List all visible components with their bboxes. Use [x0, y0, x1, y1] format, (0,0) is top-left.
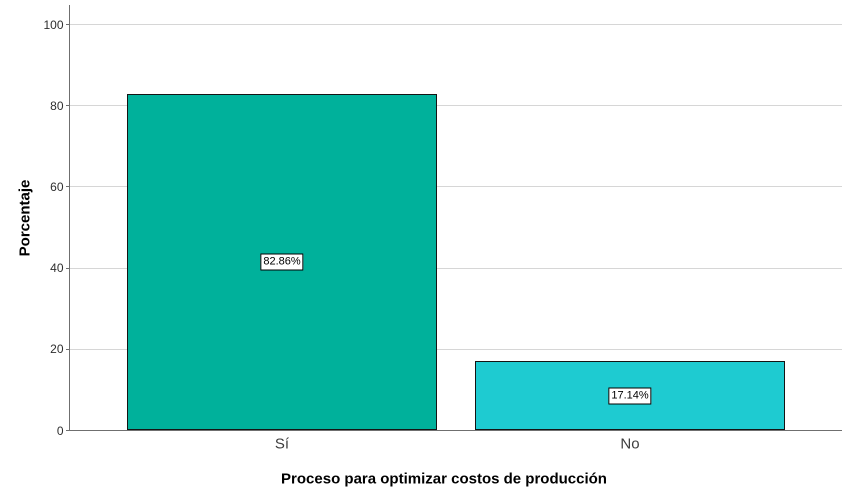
y-tick-label: 100	[43, 17, 64, 32]
y-tick-mark	[65, 267, 70, 269]
x-category-label-1: Sí	[274, 435, 290, 453]
gridline	[69, 24, 842, 25]
gridline	[69, 348, 842, 350]
y-axis-line	[69, 5, 70, 431]
value-label: 17.14%	[608, 387, 652, 405]
y-tick-label: 80	[50, 98, 64, 113]
y-tick-label: 0	[56, 423, 64, 438]
y-tick-mark	[65, 430, 70, 431]
gridline	[69, 186, 842, 188]
y-tick-label: 60	[50, 179, 64, 194]
y-tick-label: 20	[50, 342, 64, 357]
y-tick-mark	[65, 348, 70, 350]
value-label: 82.86%	[260, 253, 304, 271]
x-axis-line	[69, 430, 842, 431]
gridline	[69, 105, 842, 107]
x-category-label-2: No	[620, 435, 640, 453]
x-axis-title: Proceso para optimizar costos de producc…	[281, 470, 607, 488]
gridline	[69, 267, 842, 269]
y-tick-mark	[65, 24, 70, 25]
y-tick-mark	[65, 186, 70, 188]
y-tick-mark	[65, 105, 70, 107]
y-tick-label: 40	[50, 261, 64, 276]
